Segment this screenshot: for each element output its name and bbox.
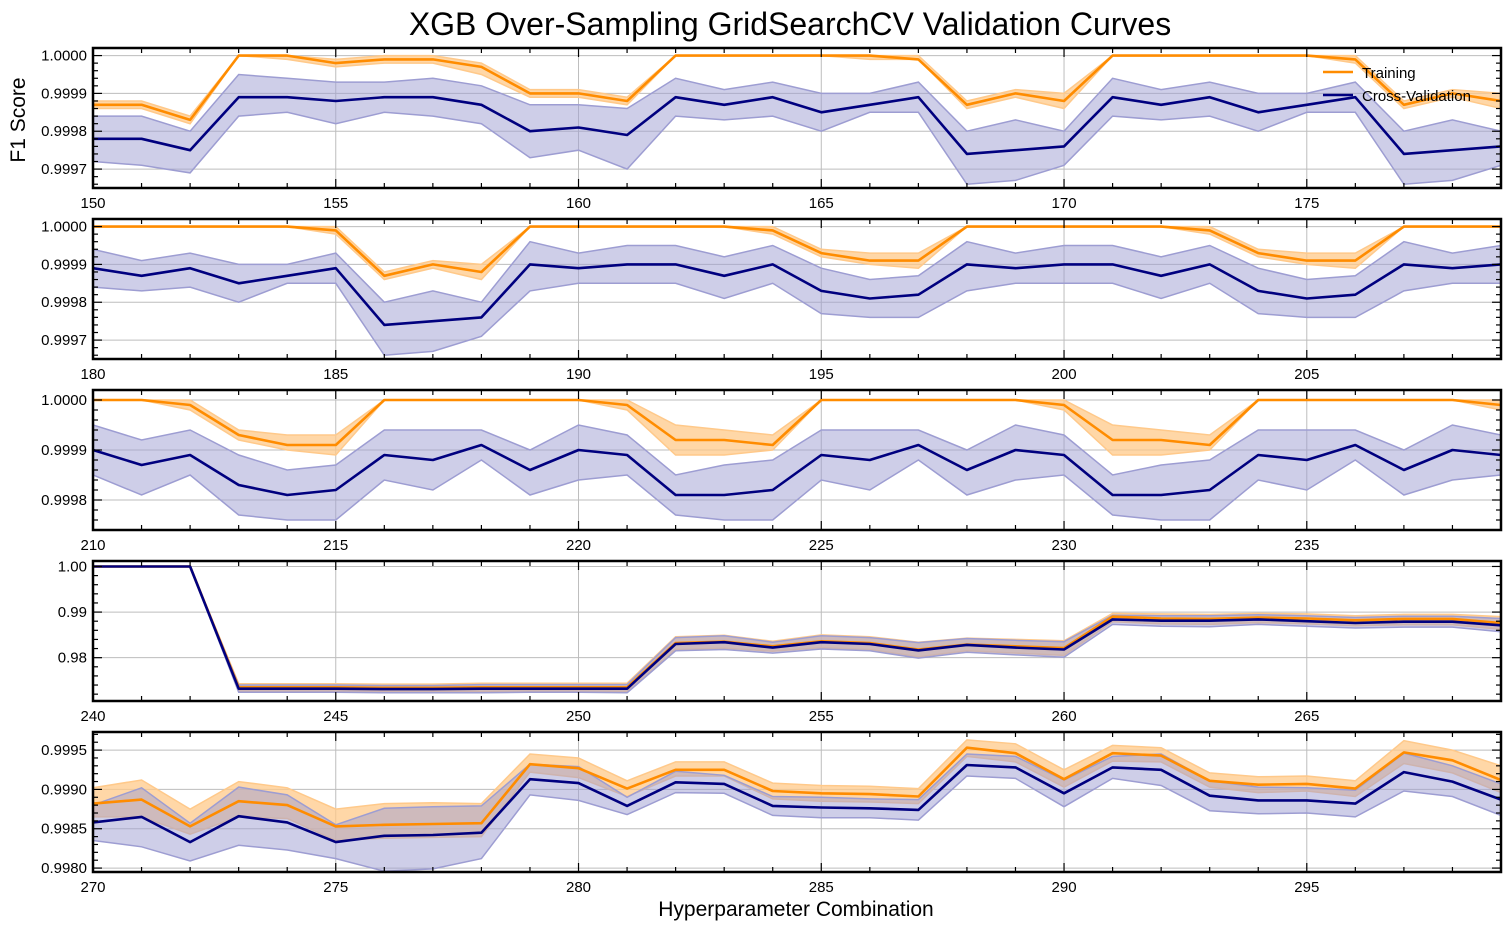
- legend-cross-validation-label: Cross-Validation: [1362, 88, 1471, 105]
- panel-3: 210 215 220 225 230 235 0.9998 0.9999 1.0000: [41, 388, 1503, 554]
- x-tick-label: 215: [323, 537, 348, 554]
- cross-validation-line-panel-4: [93, 565, 1501, 691]
- y-tick-label: 0.9995: [41, 742, 87, 759]
- y-tick-label: 1.0000: [41, 48, 87, 65]
- panel-frame: [91, 217, 1503, 361]
- panels-group: 150 155 160 165 170 175 0.9997 0.9998 0.9999 1.00…: [41, 46, 1503, 896]
- x-tick-label: 210: [80, 537, 105, 554]
- y-tick-label: 0.9999: [41, 256, 87, 273]
- panel-1: 150 155 160 165 170 175 0.9997 0.9998 0.9999 1.00…: [41, 46, 1503, 212]
- x-tick-label: 270: [80, 879, 105, 896]
- x-tick-label: 235: [1294, 537, 1319, 554]
- x-tick-label: 285: [809, 879, 834, 896]
- x-tick-label: 260: [1052, 708, 1077, 725]
- cross-validation-line-panel-1: [93, 95, 1501, 156]
- y-tick-label: 1.0000: [41, 392, 87, 409]
- cross-validation-line-panel-2: [93, 263, 1501, 327]
- x-tick-label: 160: [566, 195, 591, 212]
- x-tick-label: 275: [323, 879, 348, 896]
- x-tick-label: 255: [809, 708, 834, 725]
- y-tick-label: 0.9985: [41, 821, 87, 838]
- training-band-panel-4: [93, 565, 1501, 693]
- x-tick-label: 200: [1052, 366, 1077, 383]
- training-line-panel-1: [93, 54, 1501, 122]
- x-tick-label: 250: [566, 708, 591, 725]
- x-tick-label: 185: [323, 366, 348, 383]
- y-tick-label: 0.9990: [41, 781, 87, 798]
- y-tick-label: 0.98: [58, 650, 87, 667]
- panel-4: 240 245 250 255 260 265 0.98 0.99 1.00: [58, 558, 1503, 725]
- x-tick-label: 240: [80, 708, 105, 725]
- x-tick-label: 195: [809, 366, 834, 383]
- panel-frame: [91, 46, 1503, 190]
- y-tick-label: 0.9997: [41, 332, 87, 349]
- y-tick-label: 0.9998: [41, 123, 87, 140]
- panel-frame: [91, 559, 1503, 703]
- training-line-panel-4: [93, 565, 1501, 690]
- y-tick-label: 0.9980: [41, 860, 87, 877]
- x-tick-label: 175: [1294, 195, 1319, 212]
- x-tick-label: 180: [80, 366, 105, 383]
- x-tick-label: 165: [809, 195, 834, 212]
- cross-validation-band-panel-4: [93, 565, 1501, 694]
- panel-frame: [91, 730, 1503, 874]
- x-tick-label: 205: [1294, 366, 1319, 383]
- panel-2: 180 185 190 195 200 205 0.9997 0.9998 0.9999 1.00…: [41, 217, 1503, 383]
- x-tick-label: 295: [1294, 879, 1319, 896]
- x-tick-label: 265: [1294, 708, 1319, 725]
- x-tick-label: 220: [566, 537, 591, 554]
- y-tick-label: 0.9999: [41, 442, 87, 459]
- y-tick-label: 0.9998: [41, 492, 87, 509]
- cross-validation-line-panel-3: [93, 443, 1501, 497]
- x-tick-label: 155: [323, 195, 348, 212]
- y-tick-label: 0.9999: [41, 85, 87, 102]
- cross-validation-band-panel-1: [93, 73, 1501, 185]
- y-tick-label: 1.00: [58, 558, 87, 575]
- cross-validation-line-panel-5: [93, 763, 1501, 844]
- y-tick-label: 1.0000: [41, 219, 87, 236]
- training-line-panel-2: [93, 225, 1501, 278]
- x-tick-label: 280: [566, 879, 591, 896]
- y-tick-label: 0.9998: [41, 294, 87, 311]
- y-tick-label: 0.99: [58, 604, 87, 621]
- x-tick-label: 150: [80, 195, 105, 212]
- x-tick-label: 230: [1052, 537, 1077, 554]
- panel-5: 270 275 280 285 290 295 0.9980 0.9985 0.9990 0.99…: [41, 730, 1503, 896]
- cross-validation-band-panel-2: [93, 240, 1501, 356]
- training-line-panel-5: [93, 746, 1501, 828]
- legend-training-label: Training: [1362, 65, 1416, 82]
- y-tick-label: 0.9997: [41, 161, 87, 178]
- x-tick-label: 290: [1052, 879, 1077, 896]
- x-tick-label: 225: [809, 537, 834, 554]
- cross-validation-band-panel-5: [93, 752, 1501, 872]
- chart-title: XGB Over-Sampling GridSearchCV Validatio…: [409, 6, 1171, 42]
- x-tick-label: 170: [1052, 195, 1077, 212]
- x-tick-label: 190: [566, 366, 591, 383]
- training-line-panel-3: [93, 398, 1501, 447]
- x-axis-title: Hyperparameter Combination: [658, 898, 933, 921]
- x-tick-label: 245: [323, 708, 348, 725]
- legend: Training Cross-Validation: [1323, 65, 1471, 105]
- y-axis-title: F1 Score: [7, 77, 30, 162]
